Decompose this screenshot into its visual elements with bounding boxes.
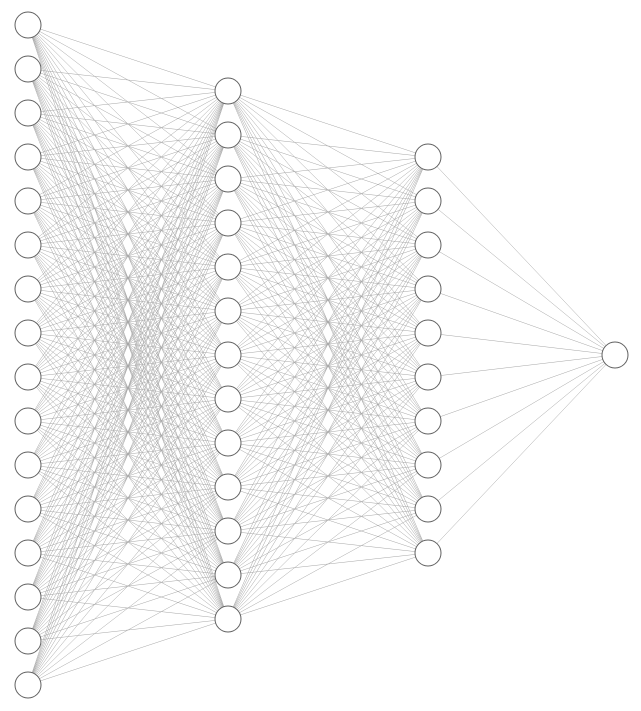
edge	[428, 245, 615, 355]
edge	[428, 355, 615, 509]
edge	[428, 355, 615, 421]
node	[415, 320, 441, 346]
node	[15, 320, 41, 346]
node	[415, 188, 441, 214]
node	[215, 122, 241, 148]
node	[415, 144, 441, 170]
node	[15, 540, 41, 566]
node	[415, 408, 441, 434]
node	[215, 254, 241, 280]
node	[15, 232, 41, 258]
node	[15, 584, 41, 610]
node	[215, 166, 241, 192]
nodes-group	[15, 12, 628, 698]
edge	[428, 355, 615, 377]
edge	[428, 201, 615, 355]
node	[215, 386, 241, 412]
node	[215, 430, 241, 456]
node	[215, 606, 241, 632]
node	[215, 342, 241, 368]
node	[15, 276, 41, 302]
node	[215, 210, 241, 236]
node	[215, 298, 241, 324]
edge	[428, 157, 615, 355]
node	[15, 452, 41, 478]
node	[415, 496, 441, 522]
node	[15, 12, 41, 38]
node	[15, 144, 41, 170]
node	[15, 100, 41, 126]
node	[415, 364, 441, 390]
node	[415, 276, 441, 302]
edge	[428, 355, 615, 553]
node	[215, 474, 241, 500]
node	[15, 408, 41, 434]
neural-network-diagram	[0, 0, 641, 711]
node	[415, 540, 441, 566]
node	[15, 628, 41, 654]
node	[602, 342, 628, 368]
node	[215, 78, 241, 104]
edge	[428, 333, 615, 355]
node	[15, 56, 41, 82]
node	[15, 496, 41, 522]
node	[15, 364, 41, 390]
node	[15, 672, 41, 698]
edge	[428, 289, 615, 355]
node	[215, 518, 241, 544]
edges-group	[28, 25, 615, 685]
node	[415, 232, 441, 258]
node	[15, 188, 41, 214]
node	[215, 562, 241, 588]
node	[415, 452, 441, 478]
edge	[428, 355, 615, 465]
